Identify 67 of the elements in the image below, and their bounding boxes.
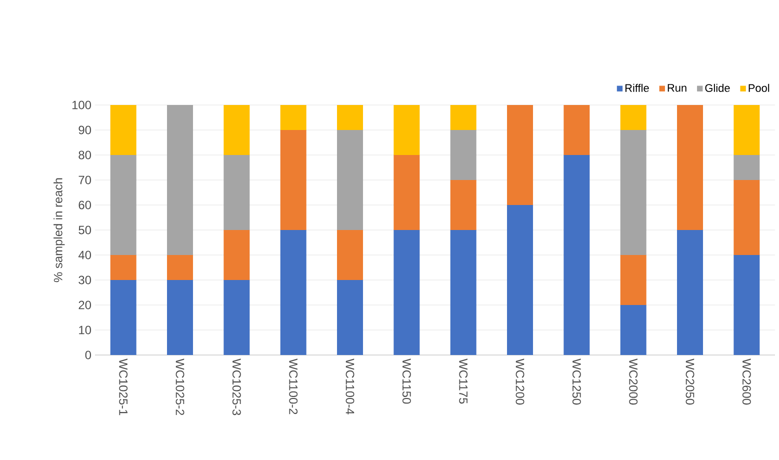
bar [224,104,250,155]
x-tick-label: WC1175 [459,358,468,404]
bar [394,154,420,230]
bar [507,104,534,205]
y-axis-title: % sampled in reach [54,178,65,282]
bar [110,255,136,280]
bar [450,230,476,355]
bar [280,230,306,355]
bar [110,280,136,355]
bar [620,305,646,355]
y-tick-label: 100 [72,100,92,110]
bar [337,104,364,130]
bar [280,104,306,130]
bar [677,104,704,230]
bar [337,130,364,230]
bar [620,255,646,305]
bar [677,230,704,355]
bar [450,104,476,130]
y-tick-label: 90 [78,126,92,134]
legend-label: Glide [705,84,730,92]
x-tick-label: WC1100-4 [346,358,354,414]
bar [167,255,194,280]
x-tick-label: WC2600 [742,358,751,405]
bar [337,280,364,355]
y-tick-label: 80 [78,150,92,160]
x-tick-label: WC2050 [686,358,694,405]
y-tick-label: 50 [78,226,92,234]
bar [394,104,420,155]
y-tick-label: 10 [79,326,92,334]
bar [167,104,194,255]
x-tick-label: WC1025-2 [176,358,184,416]
x-tick-label: WC1250 [572,358,581,405]
bar [450,130,476,180]
legend-label: Pool [748,84,770,92]
bar [224,154,250,230]
bar [110,104,136,155]
y-tick-label: 30 [78,276,92,284]
bar [110,154,136,255]
bar [394,230,420,355]
x-tick-label: WC1200 [516,358,524,405]
bar [620,130,646,255]
bar [224,280,250,355]
legend-label: Run [668,84,686,92]
bar [734,180,760,255]
x-tick-label: WC1150 [402,358,411,404]
bar [734,154,760,180]
x-tick-label: WC1025-3 [232,358,241,416]
bar [507,205,534,355]
x-tick-label: WC1100-2 [289,358,298,414]
y-tick-label: 40 [78,250,92,260]
y-tick-label: 0 [85,350,92,360]
bar [280,130,306,230]
legend-label: Riffle [625,84,649,92]
bar [734,104,760,155]
x-tick-label: WC1025-1 [119,358,128,416]
y-tick-label: 60 [78,200,92,210]
bar [450,180,476,230]
y-tick-label: 70 [78,176,92,184]
x-tick-label: WC2000 [629,358,638,405]
bar [564,154,590,355]
bar [734,255,760,355]
bar [337,230,364,280]
bar [564,104,590,155]
bar [620,104,646,130]
bar [167,280,194,355]
bar [224,230,250,280]
y-tick-label: 20 [78,300,92,310]
